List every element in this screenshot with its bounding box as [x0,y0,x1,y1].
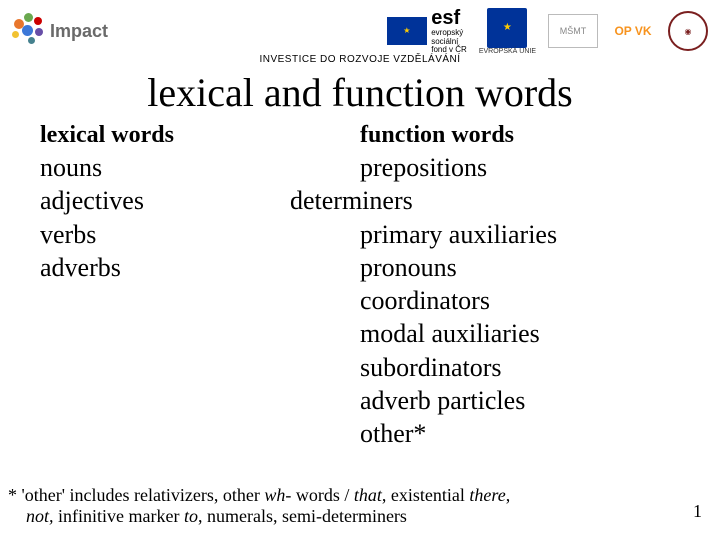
list-item: nouns [40,151,290,184]
logo-row: Impact esf evropský sociální fond v ČR ★… [0,0,720,56]
esf-text: esf evropský sociální fond v ČR [431,7,467,55]
impact-text: Impact [50,21,108,42]
eu-flag-icon [387,17,427,45]
lexical-heading: lexical words [40,122,290,149]
list-item: coordinators [290,284,690,317]
page-title: lexical and function words [0,69,720,116]
list-item: adverbs [40,251,290,284]
impact-dots-icon [12,13,48,49]
lexical-column: lexical words nouns adjectives verbs adv… [40,122,290,450]
list-item: modal auxiliaries [290,317,690,350]
list-item: pronouns [290,251,690,284]
opvk-logo: OP VK [610,12,656,50]
university-seal-icon: ◉ [668,11,708,51]
opvk-icon: OP VK [614,24,651,38]
footnote-line2: not, infinitive marker to, numerals, sem… [8,506,648,528]
list-item: subordinators [290,351,690,384]
list-item: other* [290,417,690,450]
list-item: determiners [290,184,690,217]
tagline: INVESTICE DO ROZVOJE VZDĚLÁVÁNÍ [0,54,720,65]
list-item: adjectives [40,184,290,217]
list-item: prepositions [290,151,690,184]
page-number: 1 [693,501,702,522]
msmt-logo: MŠMT [548,14,598,48]
eu-logo: ★ EVROPSKÁ UNIE [479,8,536,55]
esf-logo: esf evropský sociální fond v ČR [387,7,467,55]
function-column: function words prepositions determiners … [290,122,690,450]
list-item: primary auxiliaries [290,218,690,251]
list-item: verbs [40,218,290,251]
content-columns: lexical words nouns adjectives verbs adv… [0,122,720,450]
impact-logo: Impact [12,13,108,49]
function-heading: function words [290,122,690,149]
eu-wreath-icon: ★ [487,8,527,48]
footnote: * 'other' includes relativizers, other w… [8,485,648,528]
list-item: adverb particles [290,384,690,417]
